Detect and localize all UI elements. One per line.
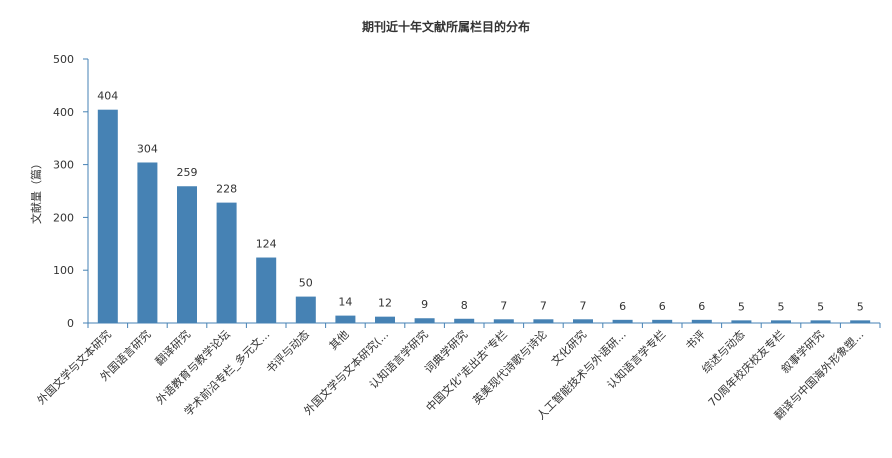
- bar: [691, 319, 712, 323]
- y-axis: 0 100 200 300 400 500: [53, 53, 89, 330]
- bar: [454, 318, 475, 323]
- y-tick-label: 400: [53, 106, 74, 119]
- data-label: 228: [216, 183, 237, 196]
- data-labels: 404 304 259 228 124 50 14 12 9 8 7 7 7 6 6 6 5 5 5 5: [97, 90, 863, 314]
- data-label: 9: [421, 298, 428, 311]
- x-tick-label: 外语教育与教学论坛: [153, 327, 233, 407]
- y-tick-label: 200: [53, 211, 74, 224]
- data-label: 6: [619, 300, 626, 313]
- data-label: 404: [97, 90, 118, 103]
- data-label: 5: [738, 300, 745, 313]
- data-label: 6: [698, 300, 705, 313]
- data-label: 5: [857, 300, 864, 313]
- x-tick-label: 70周年校庆校友专栏: [705, 327, 787, 409]
- x-axis: [87, 322, 881, 328]
- data-label: 8: [461, 299, 468, 312]
- data-label: 5: [778, 300, 785, 313]
- data-label: 50: [299, 277, 313, 290]
- data-label: 7: [500, 299, 507, 312]
- data-label: 304: [137, 142, 158, 155]
- y-tick-label: 300: [53, 159, 74, 172]
- bar: [731, 320, 752, 323]
- x-tick-label: 文化研究: [548, 327, 589, 368]
- data-label: 259: [177, 166, 198, 179]
- bar: [137, 162, 158, 323]
- data-label: 12: [378, 297, 392, 310]
- bars: [97, 109, 871, 323]
- x-tick-label: 翻译研究: [152, 327, 193, 368]
- bar: [493, 319, 514, 323]
- x-tick-label: 其他: [327, 328, 352, 353]
- bar: [177, 186, 197, 323]
- bar: [771, 320, 791, 323]
- y-tick-label: 100: [53, 264, 74, 277]
- data-label: 5: [817, 300, 824, 313]
- data-label: 6: [659, 300, 666, 313]
- bar: [533, 319, 554, 323]
- bar: [97, 109, 118, 323]
- data-label: 14: [338, 296, 352, 309]
- x-tick-label: 书评与动态: [264, 328, 312, 376]
- bar: [216, 202, 237, 323]
- data-label: 124: [256, 238, 277, 251]
- bar: [573, 319, 593, 323]
- bar: [612, 319, 633, 323]
- data-label: 7: [540, 299, 547, 312]
- x-tick-label: 英美现代诗歌与诗论: [470, 327, 550, 407]
- bar: [256, 257, 277, 323]
- bar: [810, 320, 831, 323]
- bar: [652, 319, 673, 323]
- bar: [850, 320, 871, 323]
- bar: [335, 315, 356, 323]
- y-axis-label: 文献量（篇）: [29, 158, 43, 224]
- bar: [375, 316, 395, 323]
- x-tick-label: 外国文学与文本研究: [34, 327, 114, 407]
- bar: [295, 296, 316, 323]
- y-tick-label: 500: [53, 53, 74, 66]
- chart-title: 期刊近十年文献所属栏目的分布: [362, 19, 530, 34]
- bar: [414, 318, 435, 323]
- x-tick-label: 书评: [683, 328, 708, 353]
- data-label: 7: [580, 299, 587, 312]
- y-tick-label: 0: [67, 317, 74, 330]
